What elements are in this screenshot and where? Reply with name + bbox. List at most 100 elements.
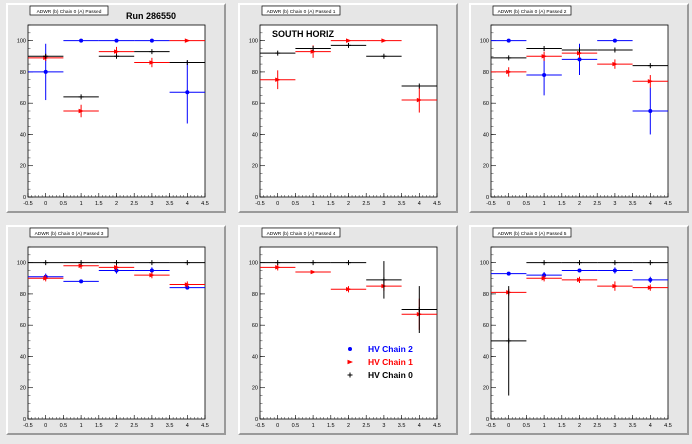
data-point [648, 109, 653, 113]
title-box: ADWR (b) Chain 0 (A) Passed [29, 5, 109, 16]
x-tick-label: 2 [347, 201, 350, 207]
chart-panel-5: ADWR (b) Chain 0 (A) Passed 4 -0.5 0 0.5 1 1.… [238, 225, 458, 435]
y-tick-label: 80 [252, 292, 258, 298]
data-point [506, 338, 512, 344]
data-point [114, 49, 120, 54]
data-point [43, 69, 48, 74]
x-tick-label: 4 [649, 201, 652, 207]
x-tick-label: 2.5 [130, 423, 138, 429]
y-tick-label: 20 [252, 386, 258, 392]
legend-marker [348, 347, 352, 351]
series-hv-chain-1 [260, 38, 437, 113]
legend-label: HV Chain 1 [368, 357, 413, 367]
x-tick-label: 2 [115, 423, 118, 429]
x-tick-label: 1.5 [95, 201, 103, 207]
y-tick-label: 60 [20, 101, 26, 107]
y-tick-label: 0 [486, 417, 489, 423]
data-point [506, 55, 512, 61]
y-tick-label: 80 [483, 70, 489, 76]
x-tick-label: 3 [613, 423, 616, 429]
data-point [149, 60, 155, 65]
chart-title: ADWR (b) Chain 0 (A) Passed 1 [267, 9, 336, 15]
x-tick-label: 2 [347, 423, 350, 429]
chart-title: ADWR (b) Chain 0 (A) Passed 4 [267, 231, 336, 237]
data-point [310, 260, 316, 266]
title-box-frame [492, 5, 572, 16]
x-tick-label: 1 [312, 423, 315, 429]
x-tick-label: 1.5 [95, 423, 103, 429]
data-point [647, 260, 653, 266]
data-point [541, 260, 547, 266]
x-tick-label: 4.5 [201, 423, 209, 429]
x-tick-label: 1.5 [558, 201, 566, 207]
x-tick-label: 2.5 [362, 423, 370, 429]
chart-annotation: Run 286550 [126, 11, 176, 21]
data-point [149, 272, 155, 278]
data-point [612, 47, 618, 53]
data-point [149, 260, 155, 266]
x-tick-label: 0.5 [60, 423, 68, 429]
x-tick-label: -0.5 [486, 423, 495, 429]
data-point [506, 69, 512, 75]
x-tick-label: -0.5 [255, 423, 264, 429]
x-tick-label: 0 [276, 423, 279, 429]
data-point [506, 38, 511, 43]
data-point [184, 60, 190, 66]
x-tick-label: 2.5 [593, 423, 601, 429]
data-point [577, 260, 582, 266]
data-point [275, 77, 281, 82]
x-tick-label: 0.5 [523, 201, 531, 207]
x-tick-label: 4 [418, 201, 421, 207]
data-point [541, 276, 548, 281]
y-tick-label: 80 [20, 70, 26, 76]
x-tick-label: 4 [418, 423, 421, 429]
x-tick-label: 1.5 [327, 201, 335, 207]
title-box-frame [492, 227, 572, 238]
y-tick-label: 20 [20, 164, 26, 170]
x-tick-label: 0 [276, 201, 279, 207]
data-point [310, 269, 317, 275]
y-tick-label: 60 [483, 323, 489, 329]
x-tick-label: -0.5 [486, 201, 495, 207]
series-hv-chain-0 [491, 45, 668, 69]
x-tick-label: 3.5 [398, 201, 406, 207]
x-tick-label: 4.5 [664, 423, 672, 429]
series-hv-chain-0 [260, 42, 437, 89]
data-point [346, 38, 352, 43]
plot-frame [259, 246, 438, 420]
legend-marker [347, 359, 353, 365]
data-point [78, 260, 84, 266]
data-point [542, 73, 547, 78]
y-tick-label: 0 [23, 195, 26, 201]
data-point [184, 38, 191, 43]
y-tick-label: 40 [483, 354, 489, 360]
y-tick-label: 0 [255, 417, 258, 423]
title-box-frame [29, 5, 109, 16]
data-point [612, 61, 618, 67]
plot-frame [259, 24, 438, 198]
data-point [184, 260, 190, 266]
y-tick-label: 40 [483, 132, 489, 138]
x-tick-label: -0.5 [23, 201, 32, 207]
chart-annotation: SOUTH HORIZ [272, 29, 335, 39]
data-point [416, 83, 422, 89]
x-tick-label: 4.5 [201, 201, 209, 207]
x-tick-label: 4.5 [433, 423, 441, 429]
legend-marker [347, 372, 353, 378]
y-tick-label: 0 [486, 195, 489, 201]
y-tick-label: 20 [252, 164, 258, 170]
title-box-frame [261, 5, 341, 16]
x-tick-label: 1 [543, 201, 546, 207]
legend-label: HV Chain 2 [368, 344, 413, 354]
data-point [346, 42, 351, 48]
chart-title: ADWR (b) Chain 0 (A) Passed 5 [498, 231, 567, 237]
data-point [647, 79, 654, 84]
data-point [577, 47, 582, 53]
y-tick-label: 100 [17, 261, 26, 267]
data-point [184, 282, 191, 287]
chart-panel-2: ADWR (b) Chain 0 (A) Passed 1 SOUTH HORIZ… [238, 3, 458, 213]
y-tick-label: 40 [252, 354, 258, 360]
chart-panel-6: ADWR (b) Chain 0 (A) Passed 5 -0.5 0 0.5 1 1.… [469, 225, 689, 435]
chart-panel-4: ADWR (b) Chain 0 (A) Passed 3 -0.5 0 0.5 1 1.… [6, 225, 226, 435]
x-tick-label: 4 [649, 423, 652, 429]
